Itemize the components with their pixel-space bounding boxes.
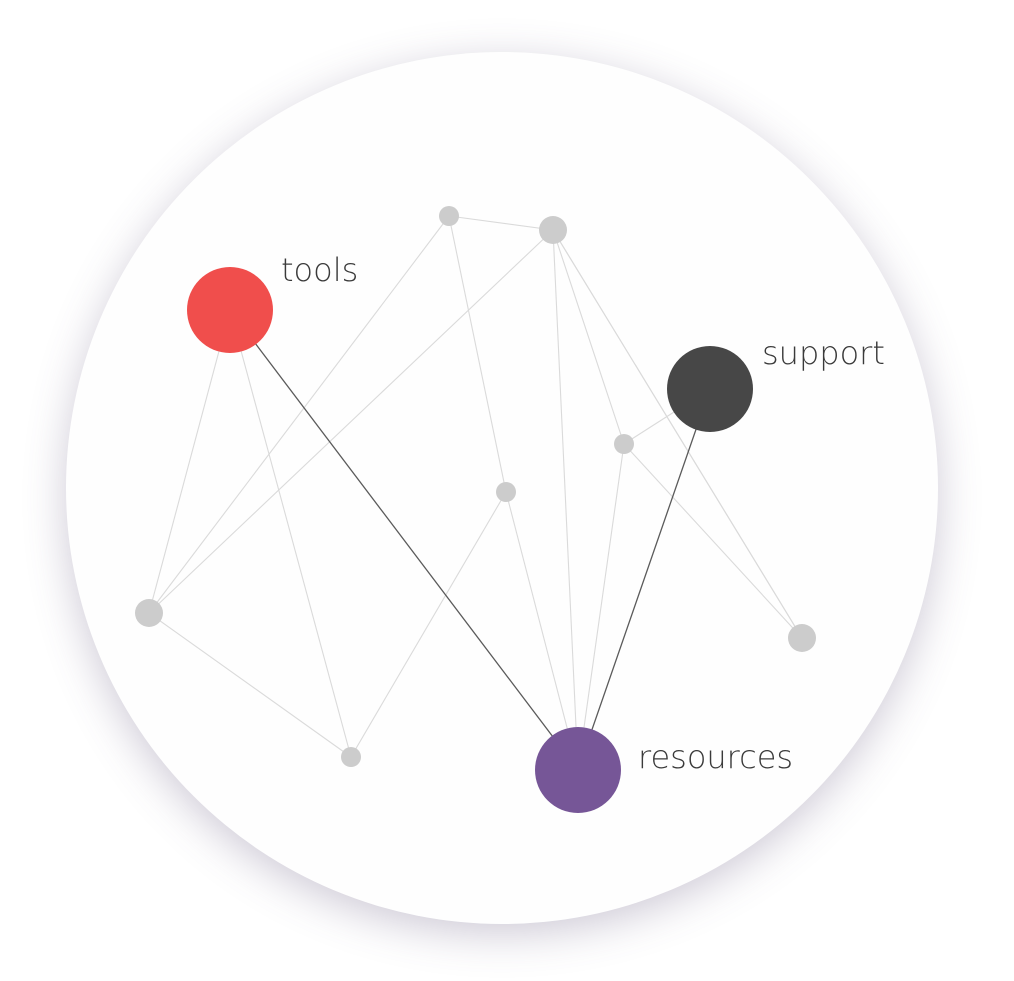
labels: tools support resources bbox=[281, 251, 885, 776]
edge-n2-n7 bbox=[552, 229, 803, 639]
minor-node-n3 bbox=[496, 482, 516, 502]
edge-n1-n3 bbox=[448, 215, 507, 493]
minor-node-n4 bbox=[135, 599, 163, 627]
hub-node-resources bbox=[535, 727, 621, 813]
minor-node-n1 bbox=[439, 206, 459, 226]
edge-n2-resources bbox=[552, 229, 579, 771]
edge-n5-resources bbox=[577, 443, 625, 771]
edge-support-resources bbox=[577, 388, 711, 771]
edge-tools-resources bbox=[229, 309, 579, 771]
edge-n2-n4 bbox=[148, 229, 554, 614]
edge-n4-n8 bbox=[148, 612, 352, 758]
hub-label-resources: resources bbox=[638, 738, 793, 776]
minor-node-n2 bbox=[539, 216, 567, 244]
minor-node-n6 bbox=[788, 624, 816, 652]
edge-n2-n5 bbox=[552, 229, 625, 445]
hub-node-support bbox=[667, 346, 753, 432]
edge-n8-n3 bbox=[350, 491, 507, 758]
hub-label-tools: tools bbox=[281, 251, 358, 289]
edge-n1-n4 bbox=[148, 215, 450, 614]
edge-tools-n8 bbox=[229, 309, 352, 758]
hub-node-tools bbox=[187, 267, 273, 353]
minor-node-n5 bbox=[614, 434, 634, 454]
edges bbox=[148, 215, 803, 771]
edge-n1-n2 bbox=[448, 215, 554, 231]
edge-n3-resources bbox=[505, 491, 579, 771]
minor-node-n8 bbox=[341, 747, 361, 767]
edge-n5-n7 bbox=[623, 443, 803, 639]
edge-tools-n4 bbox=[148, 309, 231, 614]
hub-label-support: support bbox=[762, 334, 885, 372]
nodes bbox=[135, 206, 816, 813]
